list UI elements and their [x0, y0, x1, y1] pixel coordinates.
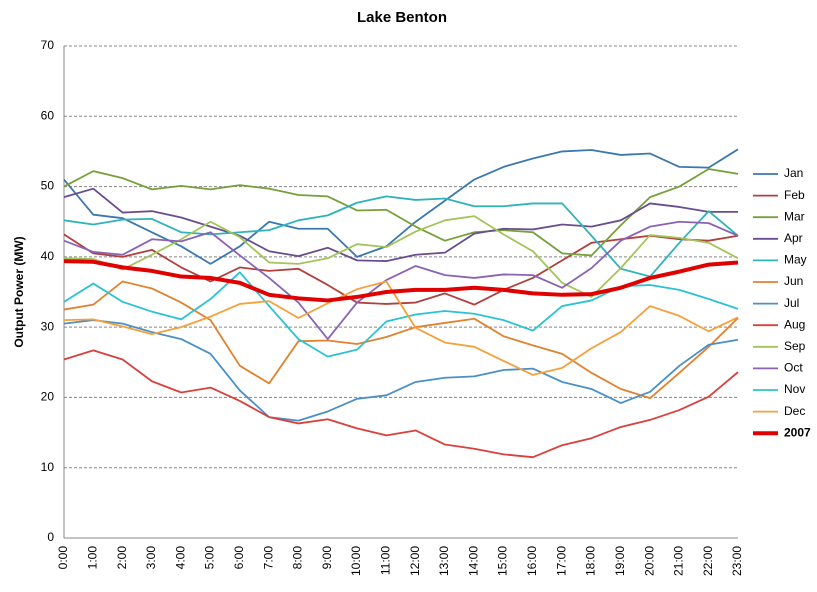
x-tick-label: 17:00: [554, 546, 568, 576]
legend-label: Sep: [784, 339, 806, 353]
x-tick-label: 22:00: [701, 546, 715, 576]
legend-label: Jun: [784, 274, 803, 288]
y-tick-label: 30: [41, 319, 55, 333]
y-tick-label: 50: [41, 179, 55, 193]
x-tick-label: 12:00: [408, 546, 422, 576]
x-tick-label: 9:00: [320, 546, 334, 570]
legend-label: May: [784, 253, 807, 267]
legend-label: Aug: [784, 317, 805, 331]
series-line: [63, 187, 738, 262]
y-tick-label: 60: [41, 108, 55, 122]
legend-label: 2007: [784, 425, 811, 439]
series-line: [63, 280, 739, 400]
x-tick-label: 6:00: [232, 546, 246, 570]
x-tick-label: 16:00: [525, 546, 539, 576]
x-tick-label: 11:00: [379, 546, 393, 575]
y-tick-label: 20: [41, 390, 55, 404]
legend-label: Jan: [784, 166, 803, 180]
series-line: [63, 220, 739, 340]
x-tick-label: 13:00: [437, 546, 451, 576]
series-line: [63, 271, 739, 358]
series-line: [63, 349, 739, 459]
x-tick-label: 23:00: [730, 546, 744, 576]
series-line: [63, 195, 739, 278]
x-tick-label: 18:00: [584, 546, 598, 576]
x-tick-label: 14:00: [466, 546, 480, 576]
x-tick-label: 21:00: [672, 546, 686, 576]
chart-title: Lake Benton: [357, 9, 447, 26]
series-line: [63, 319, 739, 422]
legend-label: Oct: [784, 361, 803, 375]
series-line: [63, 280, 739, 376]
series-line: [63, 259, 739, 303]
y-tick-label: 10: [41, 460, 55, 474]
legend-label: Dec: [784, 404, 805, 418]
x-tick-label: 3:00: [144, 546, 158, 570]
x-tick-label: 1:00: [85, 546, 99, 570]
legend-label: Jul: [784, 296, 799, 310]
x-tick-label: 20:00: [642, 546, 656, 576]
x-tick-label: 8:00: [291, 546, 305, 570]
y-tick-label: 70: [41, 38, 55, 52]
x-tick-label: 5:00: [203, 546, 217, 570]
x-tick-label: 2:00: [115, 546, 129, 570]
y-axis-label: Output Power (MW): [12, 236, 26, 347]
series-line: [63, 148, 739, 265]
x-tick-label: 10:00: [349, 546, 363, 576]
legend-label: Mar: [784, 209, 805, 223]
legend-label: Nov: [784, 382, 805, 396]
y-tick-label: 40: [41, 249, 55, 263]
legend-label: Apr: [784, 231, 803, 245]
x-tick-label: 4:00: [173, 546, 187, 570]
x-tick-label: 0:00: [56, 546, 70, 570]
x-tick-label: 7:00: [261, 546, 275, 570]
x-tick-label: 19:00: [613, 546, 627, 576]
legend-label: Feb: [784, 188, 805, 202]
series-line: [63, 168, 739, 257]
y-tick-label: 0: [47, 530, 54, 544]
x-tick-label: 15:00: [496, 546, 510, 576]
